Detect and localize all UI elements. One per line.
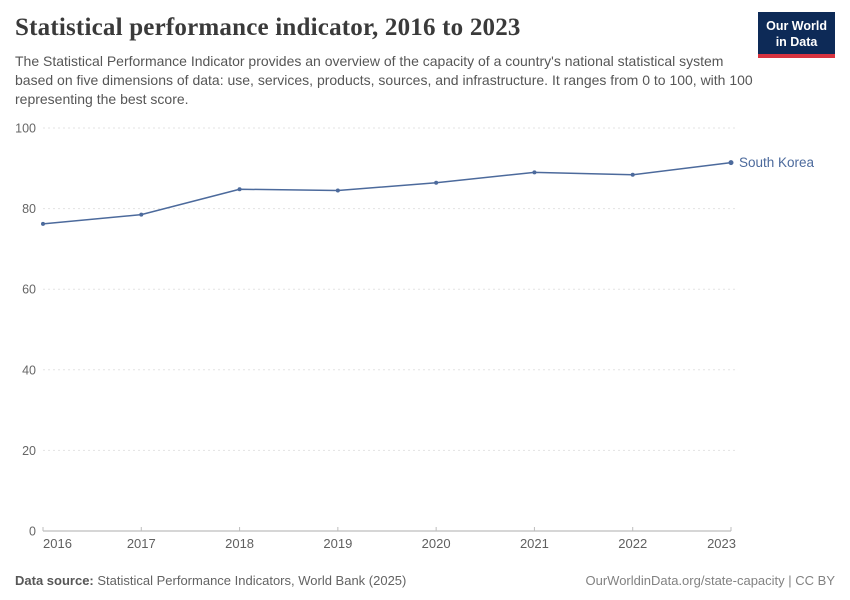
data-point-south-korea-2023[interactable] [728, 160, 734, 166]
y-tick-label-20: 20 [22, 444, 36, 458]
data-source-text: Statistical Performance Indicators, Worl… [93, 573, 407, 588]
y-tick-label-100: 100 [15, 122, 36, 136]
x-tick-label-2019: 2019 [323, 536, 352, 551]
series-line-south-korea[interactable] [42, 161, 732, 225]
data-point-south-korea-2019[interactable] [335, 188, 340, 193]
x-tick-label-2018: 2018 [225, 536, 254, 551]
entity-label-south-korea[interactable]: South Korea [739, 155, 815, 170]
data-point-south-korea-2021[interactable] [532, 170, 537, 175]
data-point-south-korea-2020[interactable] [434, 180, 439, 185]
data-source: Data source: Statistical Performance Ind… [15, 573, 406, 588]
owid-logo: Our World in Data [758, 12, 835, 58]
data-point-south-korea-2022[interactable] [630, 172, 635, 177]
x-tick-label-2017: 2017 [127, 536, 156, 551]
y-tick-label-40: 40 [22, 363, 36, 377]
line-chart: 0 20 40 60 80 100 2016 2017 2018 2019 2020 2021 2022… [0, 115, 850, 560]
y-tick-label-0: 0 [29, 525, 36, 539]
data-point-south-korea-2017[interactable] [139, 212, 144, 217]
logo-line-1: Our World [766, 19, 827, 33]
credit-link[interactable]: OurWorldinData.org/state-capacity | CC B… [585, 573, 835, 588]
chart-header: Statistical performance indicator, 2016 … [15, 12, 835, 109]
data-point-south-korea-2018[interactable] [237, 187, 242, 192]
chart-subtitle: The Statistical Performance Indicator pr… [15, 53, 753, 107]
x-tick-label-2021: 2021 [520, 536, 549, 551]
chart-footer: Data source: Statistical Performance Ind… [15, 573, 835, 588]
data-point-south-korea-2016[interactable] [41, 221, 45, 226]
plot-area: 0 20 40 60 80 100 2016 2017 2018 2019 2020 2021 2022… [15, 122, 815, 552]
x-tick-label-2016: 2016 [43, 536, 72, 551]
x-tick-label-2022: 2022 [618, 536, 647, 551]
y-tick-label-80: 80 [22, 202, 36, 216]
x-tick-label-2023: 2023 [707, 536, 736, 551]
y-tick-label-60: 60 [22, 283, 36, 297]
logo-line-2: in Data [775, 35, 818, 49]
data-source-label: Data source: [15, 573, 94, 588]
page-title: Statistical performance indicator, 2016 … [15, 14, 521, 41]
x-tick-label-2020: 2020 [422, 536, 451, 551]
